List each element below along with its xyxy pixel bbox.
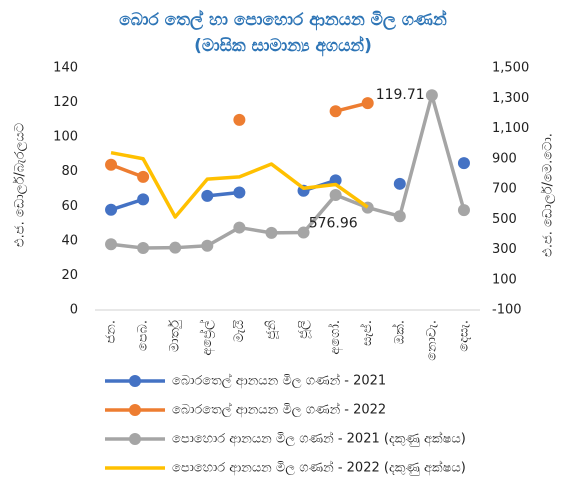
point [105, 203, 118, 216]
y2-tick-label: -100 [492, 303, 522, 318]
series-line [110, 93, 466, 250]
y2-tick-label: 900 [492, 151, 517, 166]
point [457, 157, 470, 170]
y2-tick-label: 700 [492, 182, 517, 197]
point [233, 113, 246, 126]
y-tick-label: 140 [53, 61, 78, 76]
point [137, 170, 150, 183]
point [201, 189, 214, 202]
x-tick-label: මාර්තු [167, 320, 183, 352]
x-tick-label: ජූනි [264, 320, 279, 340]
chart-subtitle: (මාසික සාමාන්‍ය අගයන්) [194, 35, 372, 57]
point [361, 97, 374, 110]
point [393, 177, 406, 190]
point [169, 241, 182, 254]
point [105, 238, 118, 251]
legend-label: බොරතෙල් ආනයන මිල ගණන් - 2021 [172, 372, 386, 388]
y-tick-label: 40 [61, 233, 78, 248]
legend-marker [129, 404, 141, 416]
legend-marker [129, 433, 141, 445]
y-tick-label: 120 [53, 95, 78, 110]
point [265, 226, 278, 239]
point [233, 221, 246, 234]
x-tick-label: ජූලි [296, 320, 311, 339]
legend-label: බොරතෙල් ආනයන මිල ගණන් - 2022 [172, 401, 386, 417]
series-line [110, 150, 369, 219]
chart-title: බොර තෙල් හා පොහොර ආනයන මිල ගණන් [119, 9, 447, 31]
y2-tick-label: 100 [492, 272, 517, 287]
point [457, 204, 470, 217]
y-tick-label: 0 [70, 303, 78, 318]
point [105, 158, 118, 171]
y-tick-label: 80 [61, 164, 78, 179]
x-tick-label: ඔක්. [391, 320, 407, 344]
x-tick-label: අගෝ. [327, 320, 343, 355]
y2-tick-label: 300 [492, 242, 517, 257]
data-label: 576.96 [309, 216, 358, 232]
point [233, 186, 246, 199]
x-tick-label: ජන. [104, 320, 119, 344]
y-tick-label: 60 [61, 199, 78, 214]
point [425, 89, 438, 102]
x-tick-label: මැයි [232, 320, 247, 343]
legend-label: පොහොර ආනයන මිල ගණන් - 2022 (දකුණු අක්ෂය) [172, 459, 466, 475]
x-tick-label: සැප්. [359, 320, 375, 346]
point [201, 239, 214, 252]
y2-tick-label: 1,500 [492, 61, 529, 76]
point [297, 226, 310, 239]
legend-label: පොහොර ආනයන මිල ගණන් - 2021 (දකුණු අක්ෂය) [172, 430, 466, 446]
x-tick-label: දෙසැ. [456, 320, 471, 352]
point [329, 105, 342, 118]
y-tick-label: 100 [53, 130, 78, 145]
data-label: 119.71 [376, 87, 425, 103]
y2-tick-label: 1,300 [492, 91, 529, 106]
legend-marker [129, 375, 141, 387]
x-tick-label: නොවැ. [424, 320, 439, 361]
x-tick-label: පෙබ. [136, 320, 151, 351]
y2-tick-label: 500 [492, 212, 517, 227]
point [137, 193, 150, 206]
point [137, 241, 150, 254]
y2-axis-label: එ.ජ. ඩොලර්/මෙ.ටො. [540, 133, 556, 257]
y-tick-label: 20 [61, 268, 78, 283]
point [393, 210, 406, 223]
y-axis-label: එ.ජ. ඩොලර්/බැරලයට [12, 123, 28, 247]
y2-tick-label: 1,100 [492, 121, 529, 136]
point [329, 189, 342, 202]
x-tick-label: අප්‍රේල් [199, 320, 215, 356]
